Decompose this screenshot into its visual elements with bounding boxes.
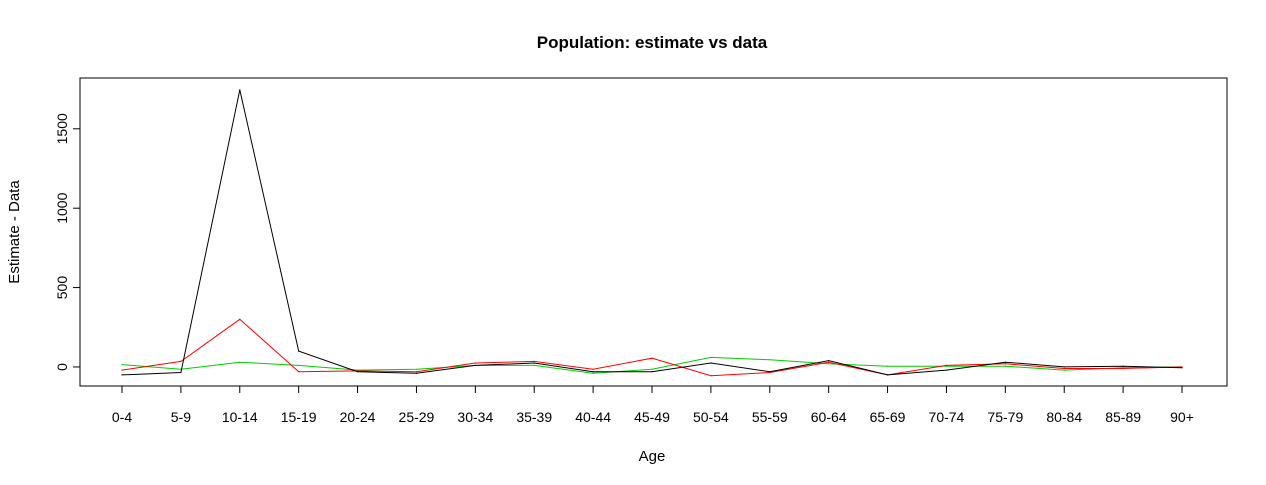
data-point [828,361,830,363]
x-axis-label: Age [639,448,666,465]
x-tick-label: 25-29 [399,409,435,425]
data-point [1122,367,1124,370]
x-tick-label: 5-9 [171,409,191,425]
data-point [945,369,948,371]
data-point [415,372,418,374]
data-point [769,371,771,373]
data-point [533,364,535,366]
x-tick-label: 60-64 [811,409,847,425]
data-point [239,318,241,320]
x-tick-label: 85-89 [1105,409,1141,425]
chart-title: Population: estimate vs data [537,33,768,52]
data-point [710,356,712,359]
data-point [651,371,653,373]
data-point [1122,365,1124,367]
data-point [769,359,771,361]
x-tick-label: 90+ [1170,409,1194,425]
data-point [886,374,889,376]
y-tick-label: 0 [54,363,70,371]
data-point [1181,367,1183,369]
y-axis: 0 500 1000 1500 [54,113,81,371]
x-tick-label: 20-24 [340,409,376,425]
x-tick-label: 65-69 [870,409,906,425]
data-point [828,363,830,365]
y-axis-label: Estimate - Data [6,180,23,284]
series-layer [121,89,1183,377]
data-point [710,375,712,377]
x-tick-label: 45-49 [634,409,670,425]
x-tick-label: 70-74 [929,409,965,425]
x-axis: 0-4 5-9 10-14 15-19 20-24 25-29 30-34 35-39 40-4… [112,385,1194,425]
data-point [121,363,123,366]
data-point [1004,363,1006,365]
data-point [180,371,182,374]
data-point [710,362,712,364]
data-point [1063,367,1065,370]
data-point [474,364,476,366]
data-point [415,368,418,370]
data-point [886,365,889,367]
series-line [121,356,1183,374]
data-point [121,369,123,371]
data-point [1063,369,1065,371]
plot-frame [79,77,1228,387]
data-point [533,360,535,362]
data-point [533,362,535,364]
data-point [298,350,300,352]
x-tick-label: 15-19 [281,409,317,425]
data-point [592,372,594,374]
data-point [474,362,476,364]
data-point [592,368,594,370]
data-point [298,364,300,366]
x-tick-label: 35-39 [516,409,552,425]
data-point [651,368,653,370]
series-line [121,89,1183,376]
y-tick-label: 1500 [54,113,70,144]
data-point [298,371,300,373]
data-point [945,364,948,366]
data-point [415,371,418,373]
x-tick-label: 0-4 [112,409,132,425]
x-tick-label: 75-79 [987,409,1023,425]
y-tick-label: 1000 [54,192,70,223]
x-tick-label: 30-34 [457,409,493,425]
series-path [121,89,1183,376]
data-point [1063,366,1065,368]
data-point [239,89,241,91]
x-tick-label: 55-59 [752,409,788,425]
data-point [828,359,830,362]
data-point [356,371,359,373]
data-point [1004,365,1006,367]
data-point [651,357,653,359]
data-point [239,361,241,363]
x-tick-label: 50-54 [693,409,729,425]
y-tick-label: 500 [54,276,70,300]
series-line [121,318,1183,377]
x-tick-label: 10-14 [222,409,258,425]
data-point [1004,361,1006,363]
x-tick-label: 40-44 [575,409,611,425]
data-point [121,374,123,376]
data-point [592,371,594,373]
data-point [180,360,182,362]
x-tick-label: 80-84 [1046,409,1082,425]
